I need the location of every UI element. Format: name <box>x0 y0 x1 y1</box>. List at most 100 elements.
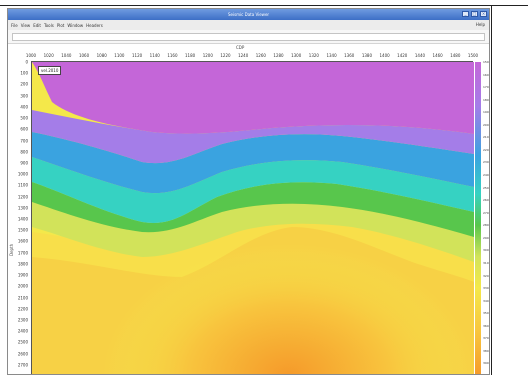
x-tick-label: 1440 <box>414 53 426 58</box>
menu-edit[interactable]: Edit <box>33 22 41 28</box>
y-tick-label: 1600 <box>17 238 28 244</box>
y-tick-label: 1700 <box>17 250 28 256</box>
y-tick-label: 1500 <box>17 227 28 233</box>
colorbar-tick-label: 3100 <box>483 260 490 265</box>
x-tick-label: 1180 <box>185 53 196 58</box>
top-divider <box>0 5 528 6</box>
x-tick-label: 1040 <box>61 53 72 58</box>
x-tick-label: 1460 <box>432 53 443 58</box>
plot-area: CDP 1000 1020 1040 1060 1080 1100 1120 1140 1160… <box>8 44 489 374</box>
menu-help[interactable]: Help <box>475 22 485 27</box>
y-tick-label: 2000 <box>17 283 28 289</box>
title-bar[interactable]: Seismic Data Viewer _ □ × <box>8 9 489 20</box>
colorbar-tick-label: 2400 <box>483 173 490 178</box>
x-tick-label: 1280 <box>273 53 284 58</box>
x-tick-label: 1300 <box>291 53 302 58</box>
y-tick-label: 1300 <box>17 205 28 211</box>
x-tick-label: 1020 <box>43 53 54 58</box>
colorbar-tick-label: 1700 <box>483 85 490 90</box>
colorbar-tick-label: 3300 <box>483 286 490 291</box>
colorbar-tick-label: 1600 <box>483 72 490 77</box>
x-tick-label: 1400 <box>379 53 390 58</box>
colorbar-tick-label: 3700 <box>483 336 490 341</box>
x-tick-label: 1000 <box>25 53 37 58</box>
y-tick-label: 2300 <box>17 317 28 323</box>
y-tick-label: 900 <box>20 160 28 166</box>
x-tick-label: 1360 <box>344 53 355 58</box>
menu-file[interactable]: File <box>11 22 18 28</box>
colorbar-axis: 1500 1600 1700 1800 1900 2000 2100 2200 2300 2400… <box>482 60 490 374</box>
x-tick-label: 1200 <box>202 53 213 58</box>
colorbar-tick-label: 2200 <box>483 147 490 152</box>
y-tick-label: 200 <box>20 81 28 87</box>
menu-view[interactable]: View <box>20 22 31 28</box>
menu-window[interactable]: Window <box>67 22 84 28</box>
y-tick-label: 2600 <box>17 351 28 357</box>
colorbar-tick-label: 3600 <box>483 323 490 328</box>
colorbar-tick-label: 2500 <box>483 185 490 190</box>
window-controls: _ □ × <box>462 11 487 17</box>
y-tick-label: 500 <box>20 115 28 121</box>
x-tick-label: 1160 <box>167 53 178 58</box>
y-tick-label: 1900 <box>17 272 28 278</box>
x-tick-label: 1420 <box>397 53 408 58</box>
x-tick-label: 1140 <box>149 53 160 58</box>
y-tick-label: 1800 <box>17 261 28 267</box>
colorbar-tick-label: 3900 <box>483 361 490 366</box>
colorbar <box>475 62 481 374</box>
colorbar-tick-label: 2300 <box>483 160 490 165</box>
x-tick-label: 1320 <box>308 53 319 58</box>
colorbar-tick-label: 2700 <box>483 210 490 215</box>
y-tick-label: 2500 <box>17 339 28 345</box>
y-axis-title: Depth <box>9 243 14 256</box>
colorbar-tick-label: 1500 <box>483 60 490 64</box>
y-tick-label: 400 <box>20 104 28 110</box>
x-tick-label: 1500 <box>467 53 479 58</box>
x-tick-label: 1120 <box>131 53 143 58</box>
colorbar-tick-label: 3200 <box>483 273 490 278</box>
colorbar-tick-label: 2000 <box>483 122 490 127</box>
maximize-icon[interactable]: □ <box>471 11 478 17</box>
x-tick-label: 1100 <box>114 53 125 58</box>
y-tick-label: 800 <box>20 149 28 155</box>
colorbar-tick-label: 2800 <box>483 223 490 228</box>
y-axis: 0 100 200 300 400 500 600 700 800 900 1000 1100 1200… <box>8 59 30 375</box>
y-tick-label: 1000 <box>17 171 28 177</box>
dataset-label: vel.2010 <box>38 66 62 75</box>
y-tick-label: 1400 <box>17 216 28 222</box>
x-tick-label: 1260 <box>255 53 266 58</box>
minimize-icon[interactable]: _ <box>462 11 469 17</box>
x-axis: 1000 1020 1040 1060 1080 1100 1120 1140 1160 1180… <box>26 53 478 62</box>
x-tick-label: 1240 <box>238 53 249 58</box>
close-icon[interactable]: × <box>480 11 487 17</box>
toolbar-field[interactable] <box>12 33 485 41</box>
colorbar-tick-label: 2900 <box>483 235 490 240</box>
menu-headers[interactable]: Headers <box>86 22 103 28</box>
x-tick-label: 1220 <box>220 53 231 58</box>
viewer-window: Seismic Data Viewer _ □ × File View Edit… <box>7 8 490 375</box>
colorbar-tick-label: 2600 <box>483 198 490 203</box>
colorbar-tick-label: 3000 <box>483 248 490 253</box>
y-tick-label: 700 <box>20 138 28 143</box>
right-divider <box>491 6 492 375</box>
y-tick-label: 100 <box>20 70 28 76</box>
colorbar-tick-label: 3800 <box>483 348 490 353</box>
x-tick-label: 1480 <box>450 53 461 58</box>
menu-tools[interactable]: Tools <box>43 22 54 28</box>
y-tick-label: 2200 <box>17 306 28 312</box>
colorbar-tick-label: 3400 <box>483 298 490 303</box>
y-tick-label: 1200 <box>17 194 28 200</box>
toolbar <box>8 30 489 44</box>
x-tick-label: 1080 <box>96 53 107 58</box>
y-tick-label: 2100 <box>17 295 28 300</box>
x-tick-label: 1060 <box>78 53 90 58</box>
velocity-section[interactable] <box>31 62 474 374</box>
colorbar-tick-label: 1900 <box>483 110 490 115</box>
x-tick-label: 1340 <box>326 53 337 58</box>
window-title: Seismic Data Viewer <box>227 12 270 17</box>
y-tick-label: 0 <box>25 59 28 65</box>
velocity-section-image <box>32 62 474 374</box>
y-tick-label: 2700 <box>17 362 28 368</box>
y-tick-label: 1100 <box>17 182 28 188</box>
menu-plot[interactable]: Plot <box>56 22 65 28</box>
